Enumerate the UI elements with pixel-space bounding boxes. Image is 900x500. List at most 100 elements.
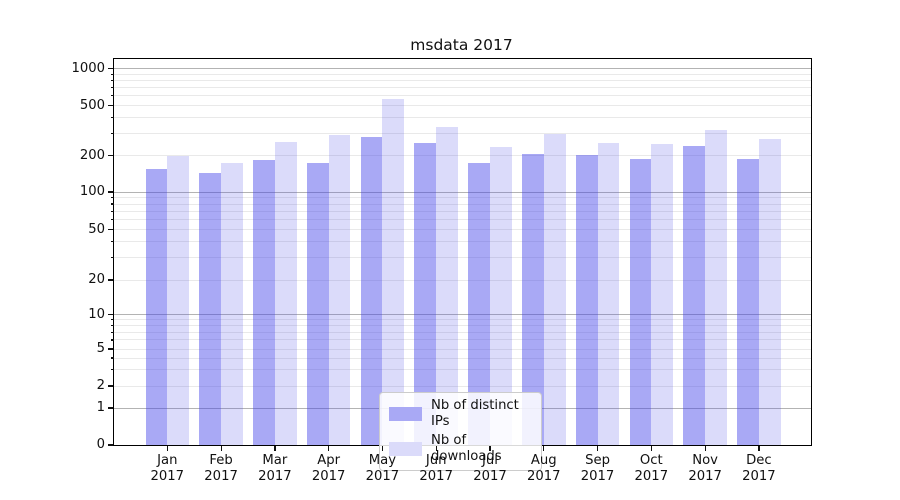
bar-distinct-ips (737, 159, 759, 445)
y-axis-minor-tick (110, 95, 114, 97)
y-tick-label: 50 (88, 221, 105, 237)
bar-downloads (167, 155, 190, 445)
gridline-minor (114, 73, 811, 75)
bar-downloads (382, 99, 405, 445)
x-axis-tick (274, 446, 276, 451)
y-axis-minor-tick (110, 357, 114, 359)
x-tick-month: Mar (262, 453, 288, 468)
gridline-minor (114, 331, 811, 333)
x-axis-tick (489, 446, 491, 451)
bar-downloads (221, 162, 243, 445)
bar-distinct-ips (468, 162, 490, 445)
bar-distinct-ips (360, 137, 383, 445)
gridline-minor (114, 105, 811, 106)
bar-downloads (489, 147, 512, 445)
x-axis-tick (758, 446, 760, 451)
x-tick-label: Jul 2017 (458, 453, 522, 484)
x-tick-label: Sep 2017 (566, 453, 630, 484)
gridline-minor (114, 279, 811, 281)
gridline-minor (114, 241, 811, 243)
legend-label-downloads: Nb of downloads (431, 433, 502, 464)
y-tick-label: 500 (79, 97, 105, 113)
gridline-minor (114, 319, 811, 321)
x-axis-tick (328, 446, 330, 451)
plot-area: Nb of distinct IPs Nb of downloads Jan 20… (71, 58, 812, 484)
x-axis-tick (381, 446, 384, 451)
x-tick-month: Jan (157, 453, 178, 468)
bar-distinct-ips (575, 154, 598, 445)
y-tick-label: 10 (88, 306, 105, 322)
x-tick-label: Apr 2017 (297, 453, 361, 484)
x-tick-year: 2017 (150, 468, 185, 484)
x-axis-tick (543, 446, 545, 451)
x-axis-tick (435, 446, 437, 451)
legend-swatch-downloads (389, 442, 422, 456)
y-axis-minor-tick (110, 241, 114, 243)
x-axis-tick (166, 446, 168, 451)
legend-item-downloads: Nb of downloads (389, 433, 532, 465)
y-tick-label: 0 (96, 437, 105, 452)
y-axis-minor-tick (110, 219, 114, 221)
gridline-minor (114, 257, 811, 259)
x-tick-month: Sep (585, 453, 610, 468)
x-tick-year: 2017 (258, 468, 292, 484)
y-axis-tick (108, 385, 113, 387)
legend-label-distinct-ips: Nb of distinct IPs (431, 398, 519, 429)
y-axis-tick (108, 67, 113, 70)
y-axis-tick (108, 313, 113, 316)
x-tick-year: 2017 (580, 468, 615, 484)
y-tick-label: 5 (96, 341, 105, 356)
x-axis-tick (704, 446, 706, 451)
y-axis-minor-tick (110, 325, 114, 327)
bar-distinct-ips (414, 142, 437, 445)
gridline-minor (114, 117, 811, 119)
y-axis-minor-tick (110, 257, 114, 259)
legend-item-distinct-ips: Nb of distinct IPs (389, 398, 532, 430)
y-tick-label: 2 (96, 378, 105, 393)
y-axis-minor-tick (110, 319, 114, 321)
x-tick-year: 2017 (419, 468, 453, 484)
y-axis-tick (108, 279, 113, 281)
y-axis-minor-tick (110, 203, 114, 205)
x-tick-label: Mar 2017 (243, 453, 307, 484)
gridline-minor (114, 229, 811, 230)
x-tick-year: 2017 (204, 468, 238, 484)
legend-swatch-distinct-ips (389, 407, 422, 421)
gridline-minor (114, 87, 811, 89)
x-tick-month: Jul (482, 453, 498, 468)
x-tick-label: Jan 2017 (135, 453, 199, 484)
gridline-minor (114, 210, 811, 212)
y-tick-label: 20 (88, 272, 105, 287)
x-tick-label: Feb 2017 (189, 453, 253, 484)
y-axis-minor-tick (110, 86, 114, 89)
y-axis-minor-tick (110, 117, 114, 119)
y-axis-minor-tick (110, 369, 114, 371)
gridline-major (114, 191, 811, 193)
bar-downloads (758, 138, 781, 445)
x-tick-label: Jun 2017 (404, 453, 468, 484)
x-tick-year: 2017 (526, 468, 561, 484)
bar-downloads (651, 143, 674, 445)
y-axis-tick (108, 348, 113, 350)
x-tick-label: Dec 2017 (727, 453, 791, 484)
gridline-minor (114, 339, 811, 341)
bar-downloads (543, 134, 566, 445)
gridline-minor (114, 348, 811, 350)
x-tick-year: 2017 (311, 468, 346, 484)
bar-downloads (705, 129, 727, 445)
bar-distinct-ips (306, 163, 329, 445)
x-tick-month: Jun (425, 453, 447, 468)
gridline-minor (114, 357, 811, 359)
x-axis-tick (220, 446, 222, 451)
chart-title: msdata 2017 (410, 36, 513, 54)
x-tick-month: Oct (639, 453, 663, 468)
gridline-minor (114, 197, 811, 199)
x-tick-year: 2017 (365, 468, 400, 484)
y-tick-label: 1 (96, 400, 105, 415)
x-tick-label: May 2017 (350, 453, 414, 484)
gridline-minor (114, 155, 811, 156)
y-axis-tick (108, 228, 113, 231)
y-axis-minor-tick (110, 197, 114, 199)
y-axis-tick (108, 407, 113, 409)
y-axis-minor-tick (110, 331, 114, 333)
